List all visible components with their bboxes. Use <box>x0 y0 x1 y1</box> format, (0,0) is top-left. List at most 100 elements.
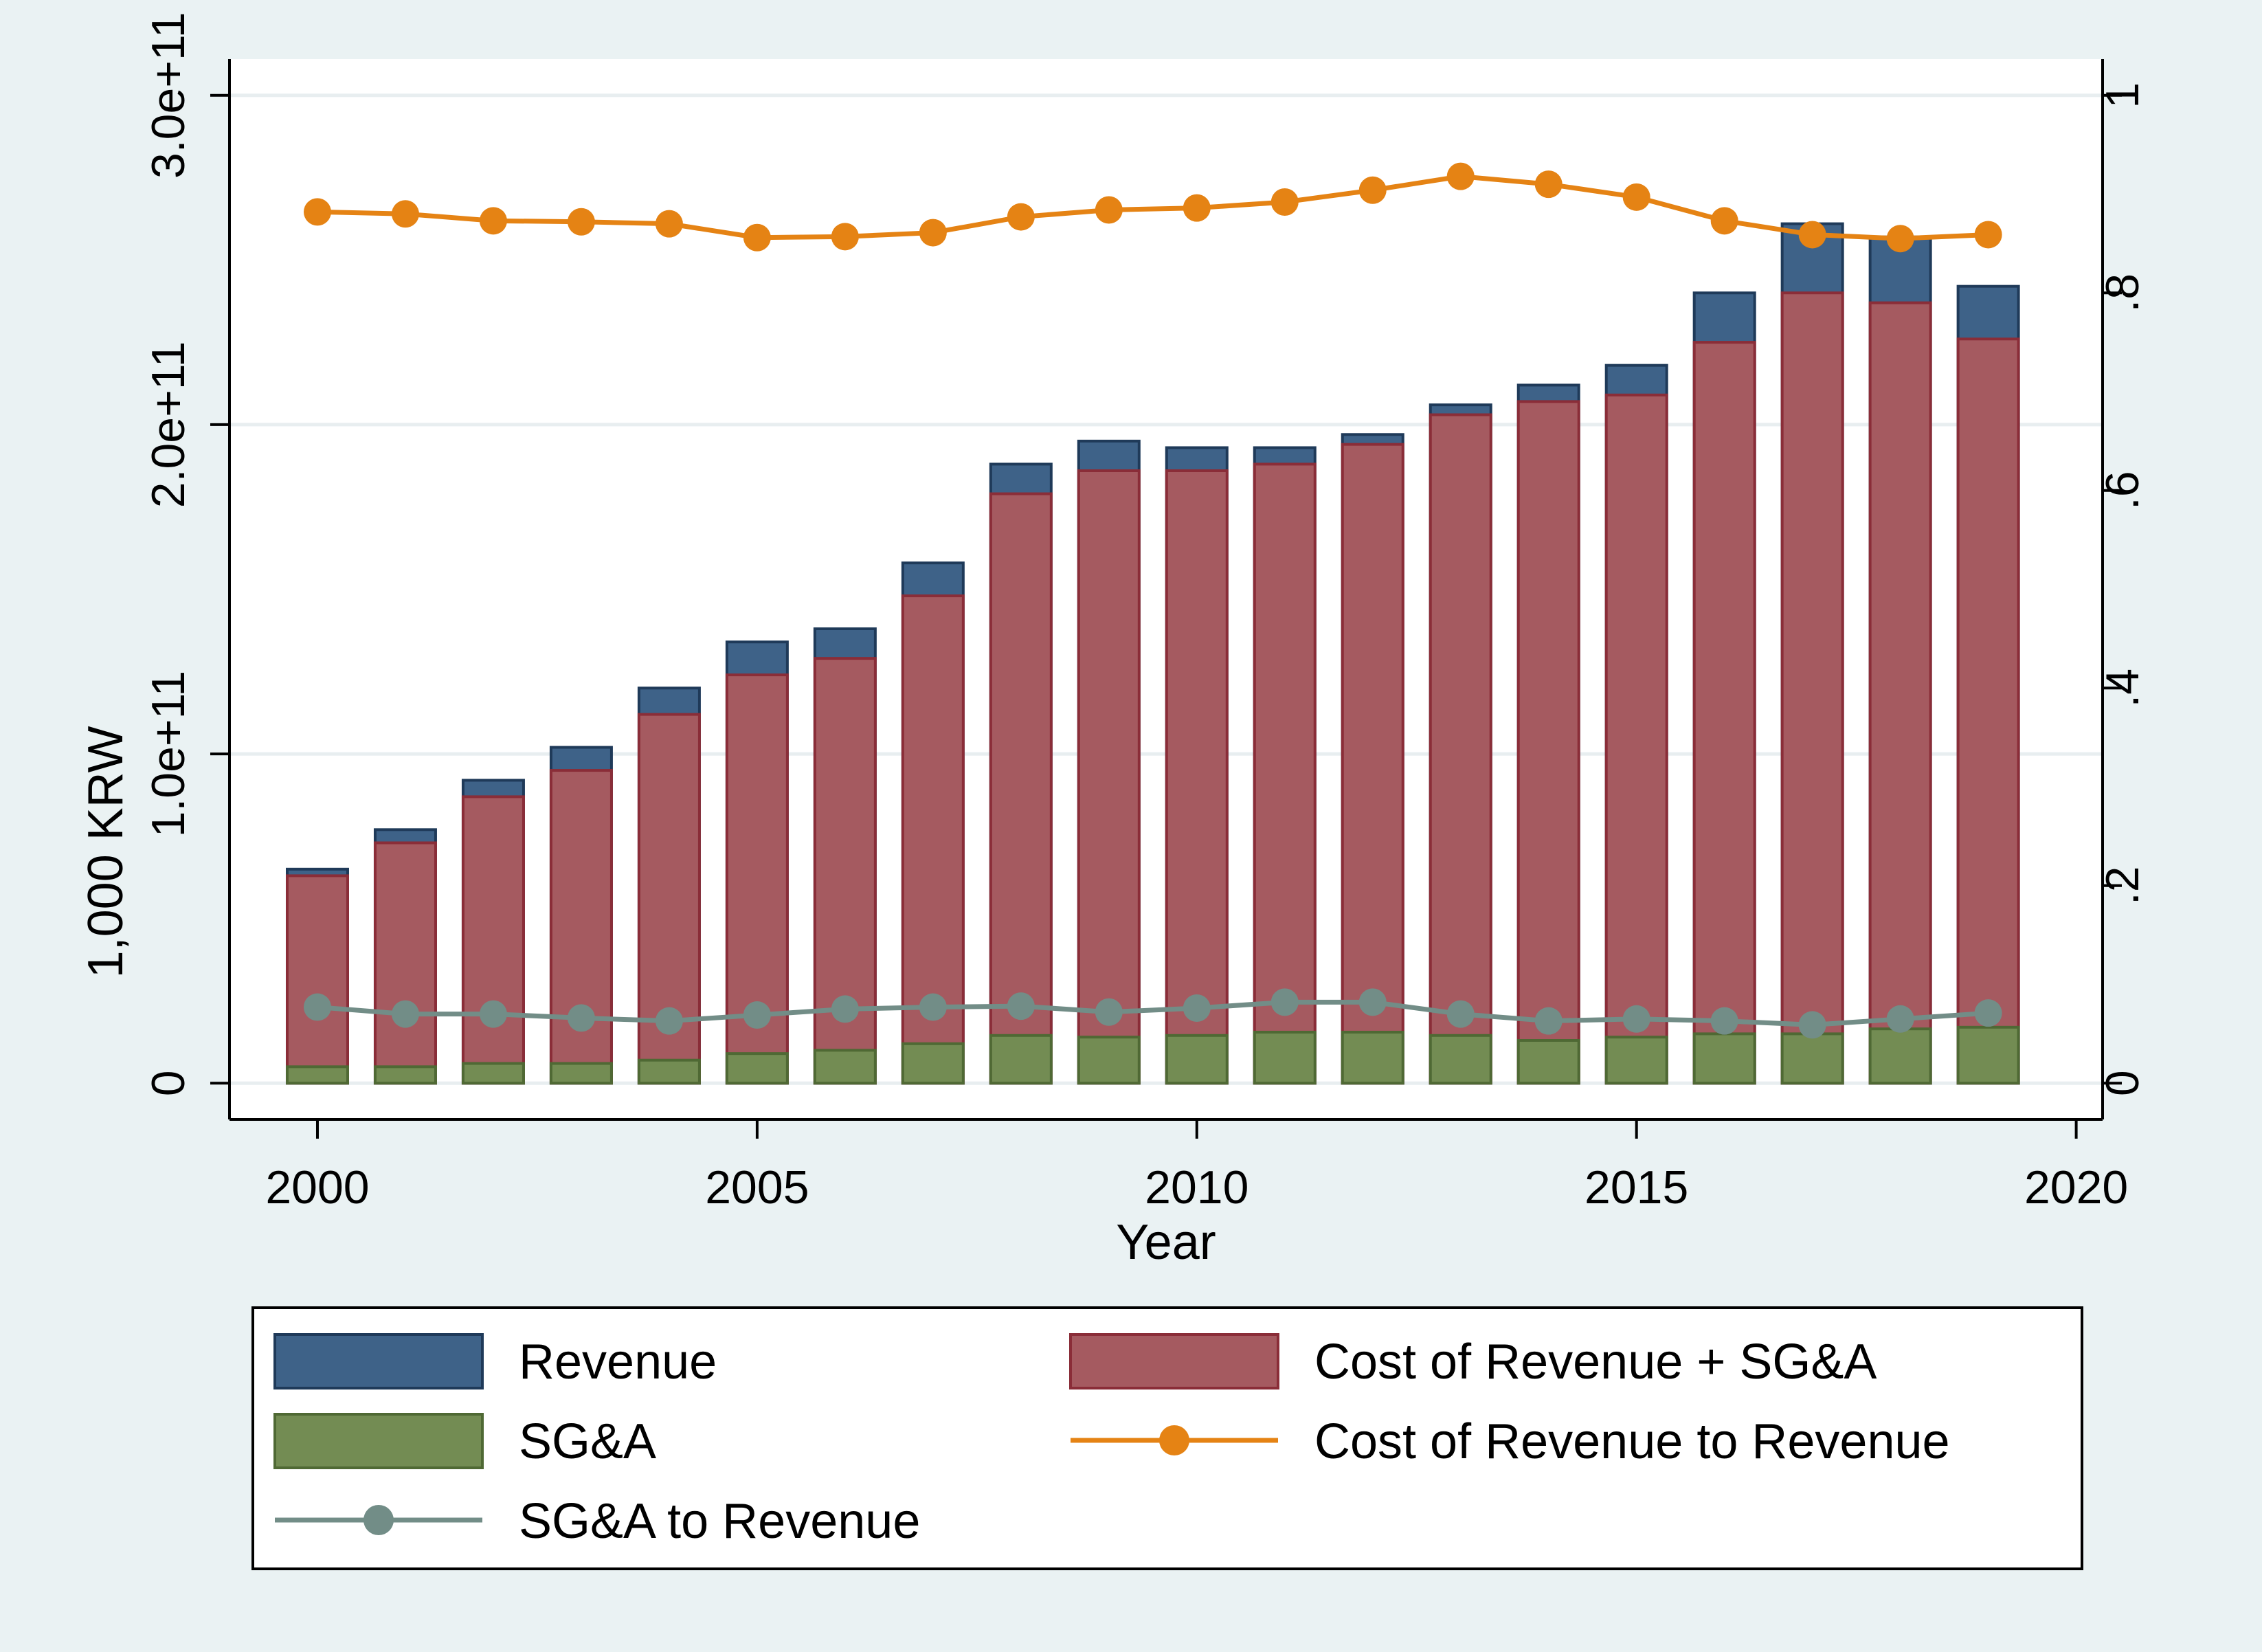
bar-sg-a <box>1077 1036 1141 1085</box>
bar-cost-of-revenue-sg-a <box>285 874 349 1085</box>
marker-sg-a-to-revenue <box>1358 988 1387 1016</box>
x-tick-label: 2010 <box>1145 1161 1248 1214</box>
marker-cost-of-revenue-to-revenue <box>391 200 419 228</box>
marker-cost-of-revenue-to-revenue <box>567 208 595 236</box>
marker-sg-a-to-revenue <box>831 995 859 1023</box>
bar-sg-a <box>637 1058 701 1085</box>
y-tick-label-left: 0 <box>142 1070 194 1096</box>
y-tick-label-right: 0 <box>2096 1070 2149 1096</box>
marker-sg-a-to-revenue <box>303 993 331 1021</box>
marker-sg-a-to-revenue <box>1710 1007 1738 1035</box>
bar-cost-of-revenue-sg-a <box>1868 301 1932 1085</box>
x-tick-label: 2005 <box>705 1161 809 1214</box>
legend-label-sg-a: SG&A <box>519 1414 656 1469</box>
marker-cost-of-revenue-to-revenue <box>1710 207 1738 235</box>
legend-marker-sg-a-to-revenue <box>363 1505 394 1535</box>
bar-cost-of-revenue-sg-a <box>549 769 613 1085</box>
y-tick-label-right: .4 <box>2096 669 2149 708</box>
marker-sg-a-to-revenue <box>479 1000 507 1028</box>
y-tick-label-left: 1.0e+11 <box>142 671 194 838</box>
y-tick-label-right: 1 <box>2096 82 2149 109</box>
marker-cost-of-revenue-to-revenue <box>1886 225 1914 253</box>
y-tick-label-left: 2.0e+11 <box>142 342 194 509</box>
marker-sg-a-to-revenue <box>391 1000 419 1028</box>
y-tick-label-right: .2 <box>2096 866 2149 905</box>
bar-cost-of-revenue-sg-a <box>1165 469 1229 1085</box>
marker-cost-of-revenue-to-revenue <box>743 223 771 252</box>
marker-cost-of-revenue-to-revenue <box>1622 183 1650 211</box>
marker-cost-of-revenue-to-revenue <box>831 223 859 251</box>
bar-sg-a <box>1604 1036 1668 1085</box>
marker-sg-a-to-revenue <box>567 1004 595 1032</box>
bar-sg-a <box>1429 1034 1492 1085</box>
marker-cost-of-revenue-to-revenue <box>1358 176 1387 204</box>
line-cost-of-revenue-to-revenue <box>317 174 1989 241</box>
x-tick-label: 2020 <box>2024 1161 2128 1214</box>
legend-key-revenue <box>273 1333 484 1389</box>
legend-label-cost-of-revenue-sg-a: Cost of Revenue + SG&A <box>1314 1335 1877 1389</box>
marker-cost-of-revenue-to-revenue <box>303 198 331 226</box>
marker-sg-a-to-revenue <box>1007 992 1035 1020</box>
marker-sg-a-to-revenue <box>1798 1011 1826 1039</box>
marker-cost-of-revenue-to-revenue <box>1270 188 1299 216</box>
marker-cost-of-revenue-to-revenue <box>1534 170 1563 199</box>
bar-sg-a <box>1868 1027 1932 1085</box>
bar-cost-of-revenue-sg-a <box>461 795 525 1085</box>
bar-sg-a <box>989 1034 1053 1085</box>
bar-cost-of-revenue-sg-a <box>1341 443 1404 1085</box>
marker-sg-a-to-revenue <box>655 1007 683 1035</box>
bar-cost-of-revenue-sg-a <box>373 841 437 1085</box>
bar-cost-of-revenue-sg-a <box>1956 337 2020 1085</box>
axes: 0 1.0e+11 2.0e+11 3.0e+11 0 .2 .4 .6 .8 1 2000 2005… <box>142 12 2149 1214</box>
bar-sg-a <box>373 1065 437 1085</box>
bar-sg-a <box>461 1062 525 1085</box>
marker-sg-a-to-revenue <box>1534 1007 1563 1035</box>
bar-sg-a <box>813 1049 877 1085</box>
y-tick-label-right: .6 <box>2096 471 2149 510</box>
bar-sg-a <box>1692 1032 1756 1085</box>
bar-sg-a <box>549 1062 613 1085</box>
marker-cost-of-revenue-to-revenue <box>1007 203 1035 231</box>
marker-cost-of-revenue-to-revenue <box>1183 194 1211 222</box>
bar-cost-of-revenue-sg-a <box>1516 400 1580 1085</box>
marker-sg-a-to-revenue <box>1270 988 1299 1016</box>
legend-label-cost-of-revenue-to-revenue: Cost of Revenue to Revenue <box>1314 1414 1950 1469</box>
legend-key-cost-of-revenue-sg-a <box>1069 1333 1279 1389</box>
marker-sg-a-to-revenue <box>1183 994 1211 1022</box>
bar-cost-of-revenue-sg-a <box>1780 291 1844 1085</box>
series-lines <box>303 162 2002 1039</box>
marker-cost-of-revenue-to-revenue <box>1095 196 1123 224</box>
line-sg-a-to-revenue <box>317 999 1989 1027</box>
y-axis-title: 1,000 KRW <box>78 726 133 979</box>
bars <box>285 222 2020 1085</box>
bar-sg-a <box>1956 1025 2020 1085</box>
bar-cost-of-revenue-sg-a <box>1692 341 1756 1085</box>
y-tick-label-left: 3.0e+11 <box>142 12 194 179</box>
bar-cost-of-revenue-sg-a <box>1429 413 1492 1085</box>
bar-sg-a <box>285 1065 349 1085</box>
legend: Revenue Cost of Revenue + SG&A SG&A Cost of… <box>251 1306 2083 1570</box>
marker-cost-of-revenue-to-revenue <box>919 219 947 247</box>
legend-label-revenue: Revenue <box>519 1335 717 1389</box>
marker-cost-of-revenue-to-revenue <box>1798 221 1826 249</box>
bar-sg-a <box>725 1052 789 1085</box>
marker-sg-a-to-revenue <box>919 993 947 1021</box>
bar-cost-of-revenue-sg-a <box>1604 393 1668 1085</box>
x-tick-label: 2000 <box>265 1161 369 1214</box>
y-tick-label-right: .8 <box>2096 274 2149 313</box>
bar-sg-a <box>1516 1038 1580 1085</box>
marker-sg-a-to-revenue <box>1446 1000 1475 1028</box>
bar-cost-of-revenue-sg-a <box>1077 469 1141 1085</box>
marker-cost-of-revenue-to-revenue <box>655 210 683 238</box>
bar-sg-a <box>1341 1031 1404 1085</box>
marker-sg-a-to-revenue <box>743 1001 771 1029</box>
bar-sg-a <box>1780 1032 1844 1085</box>
legend-label-sg-a-to-revenue: SG&A to Revenue <box>519 1494 920 1549</box>
marker-sg-a-to-revenue <box>1974 999 2002 1027</box>
bar-sg-a <box>1165 1034 1229 1085</box>
marker-sg-a-to-revenue <box>1622 1005 1650 1033</box>
bar-sg-a <box>901 1042 965 1085</box>
marker-sg-a-to-revenue <box>1095 998 1123 1026</box>
legend-marker-cost-of-revenue-to-revenue <box>1159 1425 1189 1455</box>
